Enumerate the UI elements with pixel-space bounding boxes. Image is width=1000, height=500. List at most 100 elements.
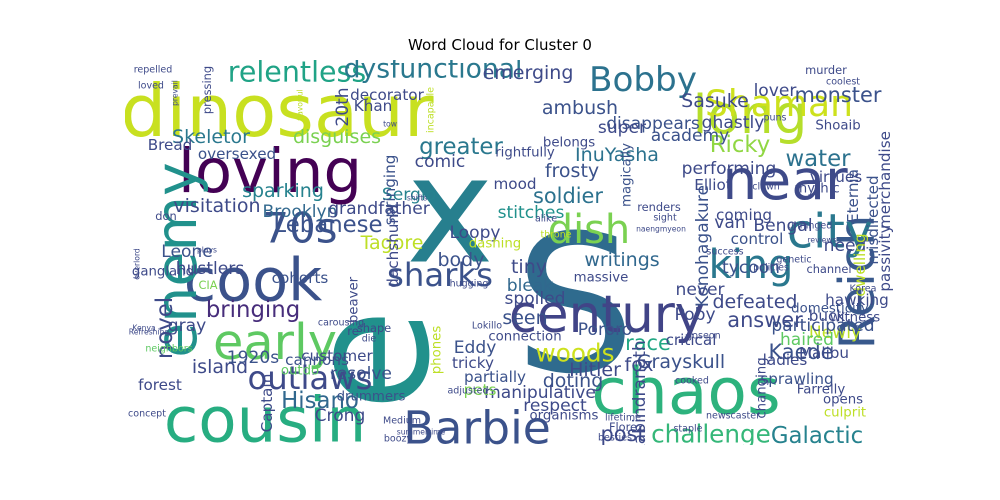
word-unhinged: unhinged [788,221,833,232]
word-lifetime: lifetime [605,413,641,424]
word-channel: channel [806,262,851,276]
word-overlord: overlord [133,248,142,280]
word-boozy: boozy [384,434,413,445]
word-dashing: dashing [469,237,522,252]
word-khan: Khan [354,97,393,115]
word-water: water [786,146,852,172]
word-lokillo: Lokillo [472,321,502,332]
word-gangland: gangland [132,265,194,280]
word-forest: forest [138,376,182,394]
word-konohagakure: Konohagakure [693,185,713,307]
word-loved: loved [138,81,164,92]
word-summertime: summertime [397,428,446,437]
word-farrelly: Farrelly [797,383,846,398]
word-grandfather: grandfather [328,199,431,219]
word-re: re [347,324,358,338]
word-mood: mood [493,175,536,193]
word-shoaib: Shoaib [815,119,860,134]
word-shifts: shifts [407,194,427,203]
word-partially: partially [464,368,526,386]
word-bobby: Bobby [589,60,697,100]
word-murder: murder [805,63,847,77]
word-malibu: Malibu [799,344,849,362]
word-crong: Crong [315,406,366,426]
word-doting: doting [543,370,604,392]
word-ricky: Ricky [710,132,771,158]
word-policies: policies [753,263,789,274]
word-sasuke: Sasuke [681,90,749,112]
word-tycoon: tycoon [722,258,780,278]
word-captain: Captain [258,374,276,433]
word-coming: coming [716,206,772,224]
word-organisms: organisms [530,409,599,424]
word-disguises: disguises [293,126,381,148]
word-florez: Florez [609,420,643,434]
word-bengal: Bengal [753,216,812,236]
word-defeated: defeated [713,291,798,313]
word-early: early [213,313,337,371]
word-outlaws: outlaws [248,359,373,397]
word-elliot: Elliot [694,176,732,194]
word-ambush: ambush [542,97,618,119]
word-answer: answer [727,308,803,332]
word-soldier: soldier [533,184,603,208]
word-shaman: Shaman [705,83,853,125]
word-van: van [714,213,745,233]
word-e: e [273,309,467,412]
word-body: body [438,249,485,271]
word-woods: woods [536,339,615,368]
word-frosty: frosty [545,160,599,182]
word-bleak: bleak [507,276,554,296]
word-writings: writings [584,249,659,271]
word-monster: monster [795,83,882,107]
word-haired: haired [780,330,834,350]
word-long: long [693,84,808,146]
word-don: don [155,209,176,223]
word-passivity: passivity [876,224,894,291]
word-refreshing: Refreshing [129,328,170,337]
word-coolest: coolest [826,77,860,88]
word-challenge: challenge [651,420,771,446]
word-puns: puns [763,113,786,124]
word-super: super [598,118,647,138]
word-bread: Bread [148,136,193,154]
word-outdo: outdo [281,364,319,379]
chart-title: Word Cloud for Cluster 0 [408,36,592,54]
word-massive: massive [574,271,629,286]
word-genetic: genetic [776,255,811,266]
word-critical: critical [666,331,717,349]
word-never: never [675,280,725,300]
word-dinosaur: dinosaur [125,70,434,154]
word-hugging: hugging [450,279,489,290]
word-kenya: Kenya [132,324,155,333]
word-oversexed: oversexed [198,145,276,163]
word-lover: lover [754,81,798,101]
word-medium: Medium [383,416,421,427]
word-sparking: sparking [242,180,324,202]
word-galactic: Galactic [771,423,863,445]
word-novel: novel [152,297,178,359]
word-manipulative: manipulative [484,383,596,403]
word-joseon: Joseon [688,331,720,342]
word-buck: buck [809,307,846,325]
word-disappears: disappears [606,114,700,134]
word-kaede: Kaede [768,340,833,364]
word-korea: Korea [850,284,877,295]
word-king: king [709,242,794,288]
word-decorator: decorator [350,86,424,104]
word-flavorful: flavorful [296,89,305,120]
word-bringing: bringing [206,297,300,323]
word-gray: gray [168,316,206,336]
word-die: die [362,334,377,345]
word-barbie: Barbie [403,402,551,446]
word-sprawling: sprawling [760,370,833,388]
word-brooklyn: Brooklyn [263,202,338,222]
word-1920s: 1920s [227,348,280,368]
word-cohorts: cohorts [272,269,329,287]
word-performing: performing [682,159,777,179]
word-drummers: drummers [337,390,406,405]
word-hisano: Hisano [281,388,359,414]
word-lebanese: Lebanese [273,212,382,238]
word-island: island [192,356,248,378]
word-tricky: tricky [452,354,494,372]
